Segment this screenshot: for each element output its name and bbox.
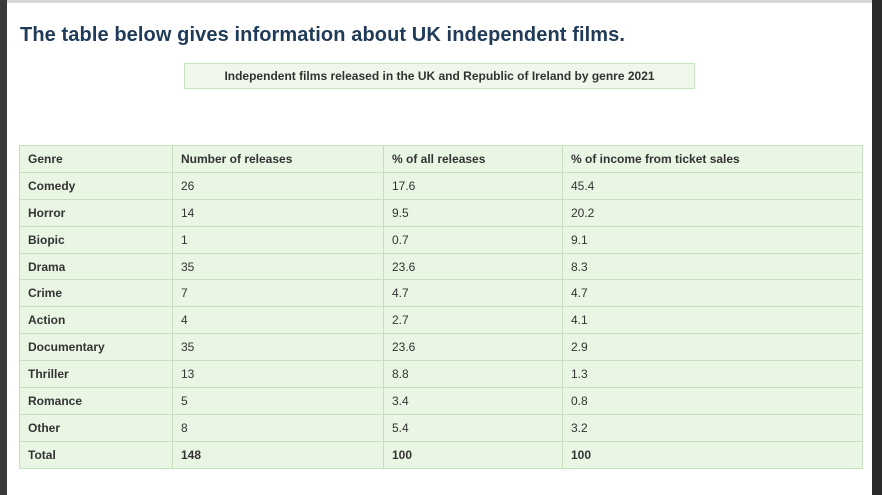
table-row: Drama 35 23.6 8.3 — [19, 252, 863, 281]
cell-genre: Romance — [19, 387, 173, 415]
cell-genre: Crime — [19, 279, 173, 308]
window-right-edge — [872, 0, 882, 495]
cell-percent-income: 9.1 — [562, 225, 863, 254]
cell-percent-income: 2.9 — [562, 333, 863, 362]
cell-percent-income: 8.3 — [562, 252, 863, 281]
cell-percent-releases: 4.7 — [383, 279, 563, 308]
table-row: Crime 7 4.7 4.7 — [19, 279, 863, 308]
cell-releases: 35 — [172, 333, 384, 362]
total-percent-income: 100 — [562, 440, 863, 469]
cell-percent-releases: 5.4 — [383, 413, 563, 442]
cell-percent-income: 3.2 — [562, 413, 863, 442]
cell-releases: 8 — [172, 413, 384, 442]
cell-releases: 35 — [172, 252, 384, 281]
window-top-edge — [0, 0, 882, 3]
table-row: Other 8 5.4 3.2 — [19, 413, 863, 442]
table-caption: Independent films released in the UK and… — [184, 63, 695, 89]
cell-percent-releases: 2.7 — [383, 306, 563, 335]
cell-genre: Horror — [19, 198, 173, 227]
window-left-edge — [0, 0, 7, 495]
cell-percent-releases: 9.5 — [383, 198, 563, 227]
cell-percent-releases: 8.8 — [383, 360, 563, 389]
total-releases: 148 — [172, 440, 384, 469]
table-header-row: Genre Number of releases % of all releas… — [19, 145, 863, 173]
cell-genre: Comedy — [19, 171, 173, 200]
table-total-row: Total 148 100 100 — [19, 440, 863, 469]
cell-releases: 26 — [172, 171, 384, 200]
cell-percent-income: 4.7 — [562, 279, 863, 308]
films-table: Genre Number of releases % of all releas… — [19, 145, 863, 469]
header-percent-of-releases: % of all releases — [383, 145, 563, 173]
cell-percent-income: 4.1 — [562, 306, 863, 335]
cell-percent-releases: 23.6 — [383, 333, 563, 362]
cell-genre: Action — [19, 306, 173, 335]
table-row: Comedy 26 17.6 45.4 — [19, 171, 863, 200]
table-row: Romance 5 3.4 0.8 — [19, 387, 863, 415]
cell-percent-income: 45.4 — [562, 171, 863, 200]
cell-percent-releases: 3.4 — [383, 387, 563, 415]
table-caption-text: Independent films released in the UK and… — [224, 69, 655, 83]
table-row: Biopic 1 0.7 9.1 — [19, 225, 863, 254]
cell-releases: 7 — [172, 279, 384, 308]
cell-percent-releases: 0.7 — [383, 225, 563, 254]
cell-percent-income: 0.8 — [562, 387, 863, 415]
cell-percent-income: 1.3 — [562, 360, 863, 389]
cell-releases: 1 — [172, 225, 384, 254]
cell-percent-income: 20.2 — [562, 198, 863, 227]
cell-genre: Thriller — [19, 360, 173, 389]
page-heading: The table below gives information about … — [20, 24, 626, 46]
cell-percent-releases: 17.6 — [383, 171, 563, 200]
total-label: Total — [19, 440, 173, 469]
header-genre: Genre — [19, 145, 173, 173]
header-number-of-releases: Number of releases — [172, 145, 384, 173]
table-row: Horror 14 9.5 20.2 — [19, 198, 863, 227]
total-percent-releases: 100 — [383, 440, 563, 469]
cell-genre: Other — [19, 413, 173, 442]
cell-percent-releases: 23.6 — [383, 252, 563, 281]
header-percent-of-income: % of income from ticket sales — [562, 145, 863, 173]
table-row: Thriller 13 8.8 1.3 — [19, 360, 863, 389]
cell-genre: Biopic — [19, 225, 173, 254]
cell-genre: Documentary — [19, 333, 173, 362]
table-row: Action 4 2.7 4.1 — [19, 306, 863, 335]
cell-releases: 13 — [172, 360, 384, 389]
cell-releases: 5 — [172, 387, 384, 415]
cell-genre: Drama — [19, 252, 173, 281]
cell-releases: 4 — [172, 306, 384, 335]
table-row: Documentary 35 23.6 2.9 — [19, 333, 863, 362]
cell-releases: 14 — [172, 198, 384, 227]
